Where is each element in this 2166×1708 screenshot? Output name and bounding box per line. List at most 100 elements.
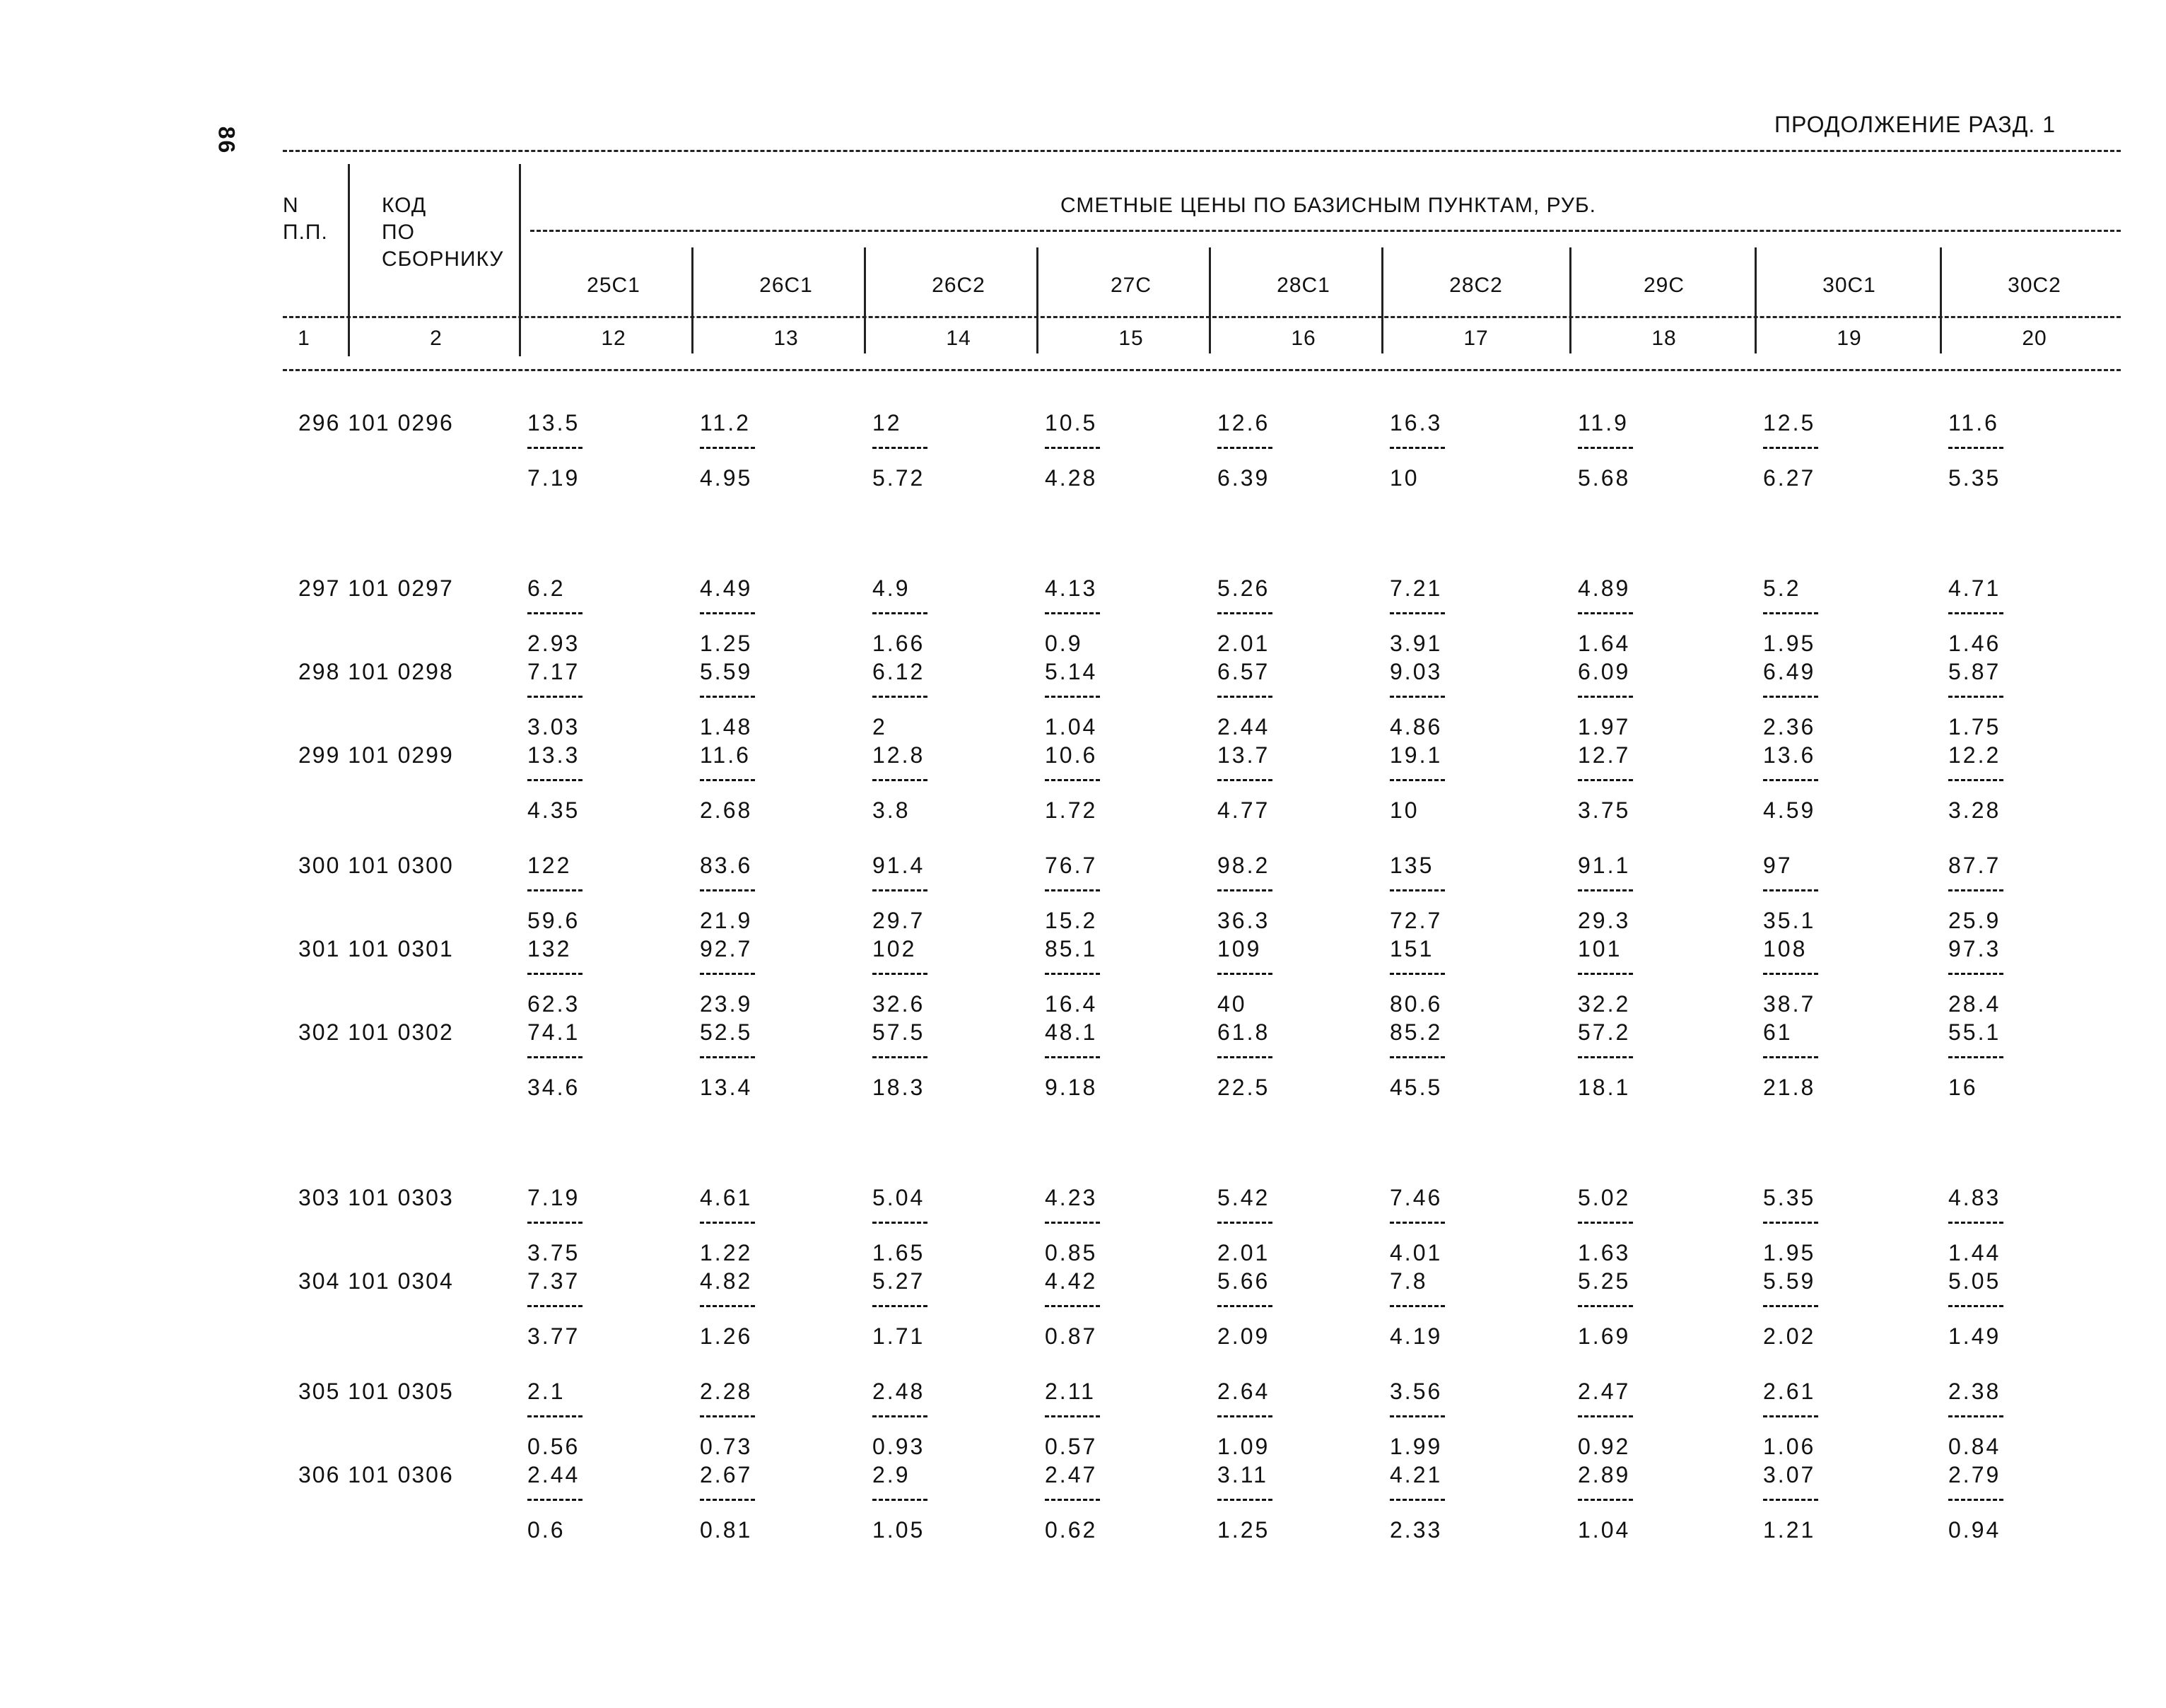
fraction-rule <box>1948 447 2003 449</box>
column-header: 26С2 <box>932 274 985 297</box>
price-lower: 2.01 <box>1217 631 1270 656</box>
fraction-rule <box>1948 1415 2003 1417</box>
fraction-rule <box>1390 973 1445 975</box>
price-lower: 16 <box>1948 1075 1978 1100</box>
fraction-rule <box>700 779 755 781</box>
price-upper: 11.6 <box>700 742 751 768</box>
price-upper: 5.05 <box>1948 1268 2001 1294</box>
fraction-rule <box>1390 1056 1445 1058</box>
price-lower: 6.39 <box>1217 465 1270 491</box>
fraction-rule <box>700 1056 755 1058</box>
price-upper: 57.5 <box>872 1019 925 1045</box>
price-upper: 5.27 <box>872 1268 925 1294</box>
row-code: 303 101 0303 <box>298 1185 454 1210</box>
price-lower: 32.2 <box>1578 991 1631 1017</box>
price-lower: 1.25 <box>700 631 753 656</box>
price-lower: 1.04 <box>1045 714 1098 739</box>
header-n: N П.П. <box>283 194 328 244</box>
price-upper: 97 <box>1763 853 1793 878</box>
fraction-rule <box>1948 1305 2003 1307</box>
fraction-rule <box>1045 612 1100 614</box>
fraction-rule <box>1217 612 1272 614</box>
price-upper: 3.56 <box>1390 1379 1443 1404</box>
price-lower: 23.9 <box>700 991 753 1017</box>
price-upper: 135 <box>1390 853 1434 878</box>
price-lower: 1.97 <box>1578 714 1631 739</box>
price-upper: 2.67 <box>700 1462 753 1487</box>
price-lower: 1.65 <box>872 1240 925 1265</box>
price-lower: 2.44 <box>1217 714 1270 739</box>
fraction-rule <box>527 973 583 975</box>
column-index: 16 <box>1291 327 1316 350</box>
header-sub-rule <box>283 316 2121 318</box>
fraction-rule <box>1390 1222 1445 1224</box>
fraction-rule <box>1578 612 1633 614</box>
price-upper: 2.44 <box>527 1462 580 1487</box>
price-upper: 2.1 <box>527 1379 566 1404</box>
price-upper: 13.6 <box>1763 742 1816 768</box>
price-lower: 3.03 <box>527 714 580 739</box>
fraction-rule <box>1948 973 2003 975</box>
fraction-rule <box>700 447 755 449</box>
price-upper: 76.7 <box>1045 853 1098 878</box>
price-upper: 4.21 <box>1390 1462 1443 1487</box>
price-upper: 6.09 <box>1578 659 1631 684</box>
fraction-rule <box>1578 973 1633 975</box>
price-upper: 5.25 <box>1578 1268 1631 1294</box>
fraction-rule <box>527 447 583 449</box>
column-index: 2 <box>430 327 443 350</box>
price-upper: 109 <box>1217 936 1262 961</box>
fraction-rule <box>1045 1415 1100 1417</box>
price-upper: 19.1 <box>1390 742 1443 768</box>
fraction-rule <box>1045 1499 1100 1501</box>
price-upper: 91.1 <box>1578 853 1631 878</box>
column-index: 13 <box>773 327 799 350</box>
price-upper: 5.14 <box>1045 659 1098 684</box>
price-lower: 1.95 <box>1763 1240 1816 1265</box>
price-upper: 11.2 <box>700 410 751 435</box>
fraction-rule <box>1045 973 1100 975</box>
price-upper: 55.1 <box>1948 1019 2001 1045</box>
price-lower: 40 <box>1217 991 1247 1017</box>
price-lower: 15.2 <box>1045 908 1098 933</box>
price-upper: 12.5 <box>1763 410 1816 435</box>
price-upper: 12.7 <box>1578 742 1631 768</box>
separator-price-col <box>1755 247 1757 353</box>
fraction-rule <box>1390 1305 1445 1307</box>
column-header: 26С1 <box>759 274 813 297</box>
fraction-rule <box>1763 779 1818 781</box>
price-upper: 3.11 <box>1217 1462 1268 1487</box>
price-upper: 7.19 <box>527 1185 580 1210</box>
price-upper: 74.1 <box>527 1019 580 1045</box>
row-code: 298 101 0298 <box>298 659 454 684</box>
fraction-rule <box>1578 696 1633 698</box>
price-lower: 0.57 <box>1045 1434 1098 1459</box>
price-upper: 5.2 <box>1763 575 1801 601</box>
price-lower: 3.75 <box>1578 797 1631 823</box>
price-lower: 3.77 <box>527 1323 580 1349</box>
price-lower: 2.09 <box>1217 1323 1270 1349</box>
fraction-rule <box>700 973 755 975</box>
separator-price-col <box>691 247 693 353</box>
price-lower: 4.95 <box>700 465 753 491</box>
price-upper: 61.8 <box>1217 1019 1270 1045</box>
price-lower: 1.21 <box>1763 1517 1816 1543</box>
fraction-rule <box>1390 779 1445 781</box>
fraction-rule <box>872 889 927 891</box>
price-lower: 1.06 <box>1763 1434 1816 1459</box>
price-lower: 1.26 <box>700 1323 753 1349</box>
fraction-rule <box>1217 1415 1272 1417</box>
column-header: 30С1 <box>1822 274 1876 297</box>
fraction-rule <box>1763 1499 1818 1501</box>
price-lower: 0.92 <box>1578 1434 1631 1459</box>
price-lower: 38.7 <box>1763 991 1816 1017</box>
price-upper: 2.38 <box>1948 1379 2001 1404</box>
fraction-rule <box>1578 1222 1633 1224</box>
fraction-rule <box>1045 1222 1100 1224</box>
price-lower: 4.77 <box>1217 797 1270 823</box>
fraction-rule <box>527 1305 583 1307</box>
price-lower: 18.3 <box>872 1075 925 1100</box>
fraction-rule <box>1390 1499 1445 1501</box>
price-upper: 5.59 <box>700 659 753 684</box>
row-code: 302 101 0302 <box>298 1019 454 1045</box>
